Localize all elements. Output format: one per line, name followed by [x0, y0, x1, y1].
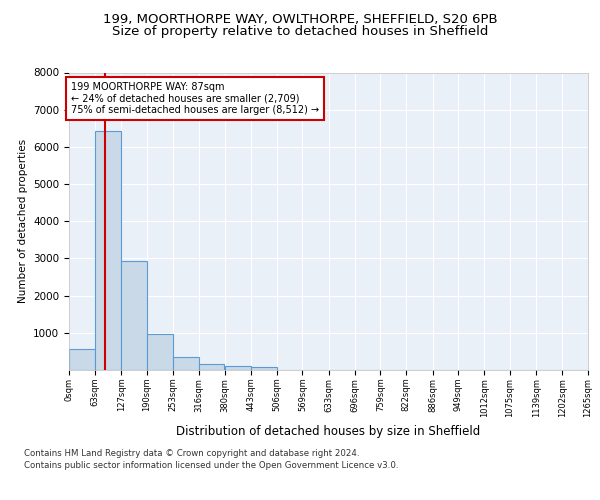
Bar	[69, 349, 95, 370]
Bar	[251, 368, 277, 370]
Text: Size of property relative to detached houses in Sheffield: Size of property relative to detached ho…	[112, 25, 488, 38]
Bar	[225, 366, 251, 370]
Y-axis label: Number of detached properties: Number of detached properties	[17, 139, 28, 304]
Text: Contains public sector information licensed under the Open Government Licence v3: Contains public sector information licen…	[24, 461, 398, 470]
Bar	[121, 260, 147, 370]
Bar	[147, 334, 173, 370]
Bar	[199, 364, 224, 370]
Bar	[173, 358, 199, 370]
Text: 199, MOORTHORPE WAY, OWLTHORPE, SHEFFIELD, S20 6PB: 199, MOORTHORPE WAY, OWLTHORPE, SHEFFIEL…	[103, 12, 497, 26]
Bar	[95, 130, 121, 370]
Text: 199 MOORTHORPE WAY: 87sqm
← 24% of detached houses are smaller (2,709)
75% of se: 199 MOORTHORPE WAY: 87sqm ← 24% of detac…	[71, 82, 319, 115]
Text: Contains HM Land Registry data © Crown copyright and database right 2024.: Contains HM Land Registry data © Crown c…	[24, 448, 359, 458]
X-axis label: Distribution of detached houses by size in Sheffield: Distribution of detached houses by size …	[176, 425, 481, 438]
